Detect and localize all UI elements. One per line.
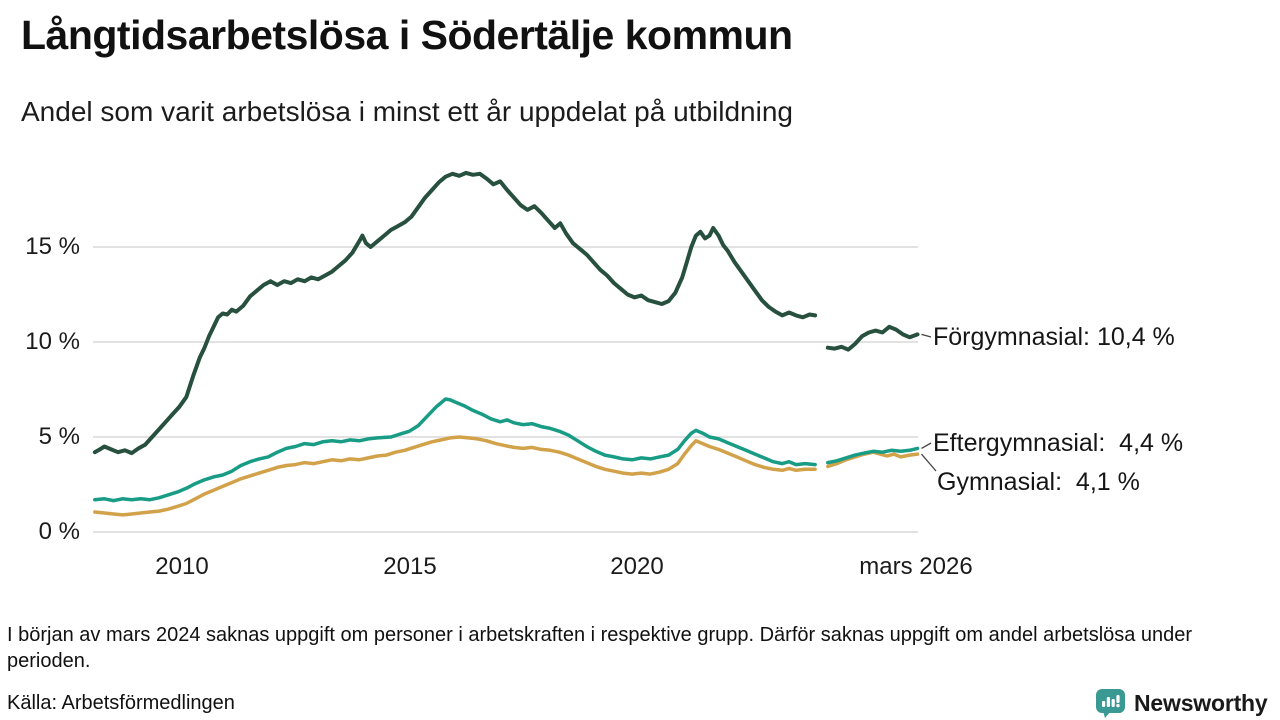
label-connector-line [921, 333, 932, 338]
page-title: Långtidsarbetslösa i Södertälje kommun [21, 12, 793, 58]
chart-footnote: I början av mars 2024 saknas uppgift om … [7, 624, 1193, 672]
page-subtitle: Andel som varit arbetslösa i minst ett å… [21, 96, 793, 127]
newsworthy-chart-bubble-icon [1096, 689, 1125, 718]
y-axis-tick-15: 15 % [25, 233, 80, 260]
label-connector-line [921, 442, 932, 449]
series-end-label-forgymnasial: Förgymnasial: 10,4 % [933, 323, 1175, 351]
y-axis-tick-0: 0 % [38, 518, 80, 545]
series-line-eftergymnasial [93, 397, 817, 503]
x-axis-tick-2020: 2020 [610, 553, 664, 580]
series-line-eftergymnasial [826, 446, 920, 465]
y-axis-tick-5: 5 % [38, 423, 80, 450]
series-line-förgymnasial [92, 170, 818, 456]
series-end-label-eftergymnasial: Eftergymnasial: 4,4 % [933, 429, 1184, 457]
newsworthy-logo-text: Newsworthy [1134, 689, 1268, 716]
series-line-förgymnasial [825, 324, 920, 352]
x-axis-tick-2015: 2015 [383, 553, 437, 580]
x-axis-tick-mars-2026: mars 2026 [859, 553, 973, 580]
x-axis-tick-2010: 2010 [155, 553, 209, 580]
series-end-label-gymnasial: Gymnasial: 4,1 % [937, 468, 1140, 496]
series-line-gymnasial [93, 435, 817, 517]
y-axis-tick-10: 10 % [25, 328, 80, 355]
label-connector-line [920, 453, 937, 472]
source-note: Källa: Arbetsförmedlingen [7, 692, 235, 714]
newsworthy-logo: Newsworthy [1095, 688, 1268, 718]
